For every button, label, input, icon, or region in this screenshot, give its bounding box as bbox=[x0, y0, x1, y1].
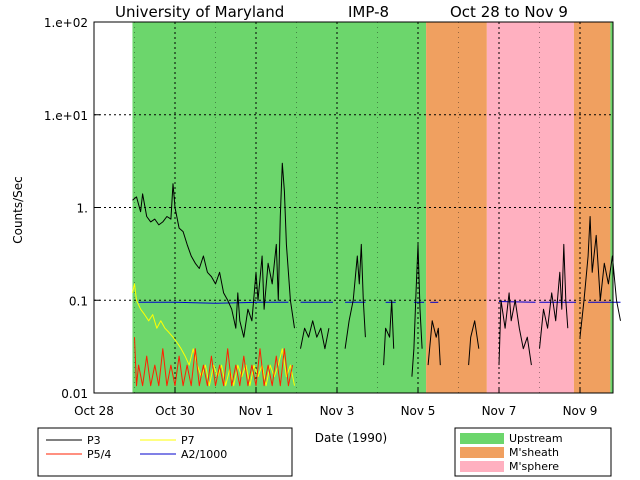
legend-label-upstream: Upstream bbox=[509, 432, 563, 445]
series-a2-1000-segment-0 bbox=[138, 301, 289, 304]
legend-label-p3: P3 bbox=[87, 434, 101, 447]
series-p3-segment-8 bbox=[539, 243, 569, 349]
series-p3-segment-3 bbox=[383, 299, 395, 366]
series-p3-segment-6 bbox=[468, 320, 480, 366]
region-bands bbox=[132, 22, 613, 393]
series-p3-segment-2 bbox=[344, 243, 366, 349]
x-tick-label-5: Nov 7 bbox=[482, 404, 517, 418]
x-axis-label: Date (1990) bbox=[315, 431, 387, 445]
x-tick-label-4: Nov 5 bbox=[401, 404, 436, 418]
legend-label-a2: A2/1000 bbox=[181, 448, 227, 461]
series-p3-segment-0 bbox=[132, 162, 295, 338]
series-lines bbox=[132, 162, 621, 387]
series-a2-1000-segment-6 bbox=[498, 301, 536, 303]
region-4 bbox=[610, 22, 613, 393]
series-p3-segment-5 bbox=[427, 320, 441, 366]
series-p7-segment-0 bbox=[132, 283, 295, 387]
y-tick-label-1: 1.e+01 bbox=[44, 109, 88, 123]
legend-label-p5-4: P5/4 bbox=[87, 448, 111, 461]
x-tick-label-3: Nov 3 bbox=[320, 404, 355, 418]
y-tick-label-4: 0.01 bbox=[61, 387, 88, 401]
y-tick-label-3: 0.1 bbox=[69, 294, 88, 308]
legend-label-msheath: M'sheath bbox=[509, 446, 559, 459]
legend-swatch-msphere bbox=[460, 461, 504, 472]
series-p3-segment-7 bbox=[498, 292, 532, 366]
x-tick-label-0: Oct 28 bbox=[74, 404, 114, 418]
legend-swatch-msheath bbox=[460, 447, 504, 458]
x-tick-label-2: Nov 1 bbox=[239, 404, 274, 418]
title-right: Oct 28 to Nov 9 bbox=[450, 3, 568, 21]
series-p5-4-segment-0 bbox=[134, 337, 293, 387]
axis-ticks: Oct 28 Oct 30 Nov 1 Nov 3 Nov 5 Nov 7 Nov 9 1.e… bbox=[44, 16, 598, 418]
legend-label-msphere: M'sphere bbox=[509, 460, 559, 473]
y-axis-label: Counts/Sec bbox=[11, 176, 25, 244]
x-tick-label-1: Oct 30 bbox=[155, 404, 195, 418]
x-tick-label-6: Nov 9 bbox=[563, 404, 598, 418]
legend-swatch-upstream bbox=[460, 433, 504, 444]
y-tick-label-0: 1.e+02 bbox=[44, 16, 88, 30]
series-p3-segment-4 bbox=[411, 243, 423, 377]
title-center: IMP-8 bbox=[348, 3, 389, 21]
series-legend: P3 P5/4 P7 A2/1000 bbox=[37, 427, 293, 477]
region-legend: Upstream M'sheath M'sphere bbox=[454, 427, 612, 477]
y-tick-label-2: 1. bbox=[77, 202, 88, 216]
title-left: University of Maryland bbox=[115, 3, 284, 21]
series-legend-box bbox=[37, 427, 293, 477]
legend-label-p7: P7 bbox=[181, 434, 195, 447]
series-p3-segment-1 bbox=[300, 320, 330, 350]
